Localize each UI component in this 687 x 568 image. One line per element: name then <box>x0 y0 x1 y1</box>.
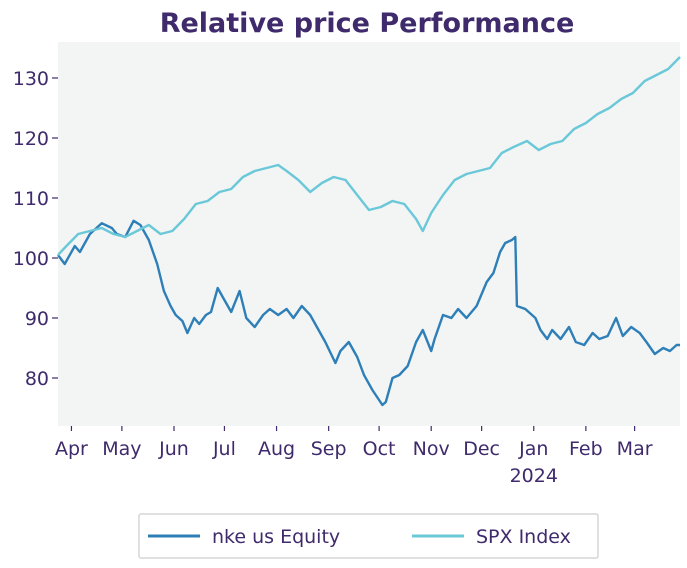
x-tick-label: Dec <box>463 438 500 460</box>
y-tick-label: 110 <box>13 188 49 210</box>
x-tick-label: Nov <box>413 438 450 460</box>
series-line-spx-index <box>57 56 681 256</box>
y-tick-label: 130 <box>13 68 49 90</box>
x-tick-label: Jan <box>518 438 548 460</box>
legend-box <box>138 513 599 559</box>
x-tick-label: Apr <box>55 438 88 460</box>
y-axis: 80 90 100 110 120 130 <box>13 68 58 390</box>
legend: nke us Equity SPX Index <box>138 513 599 559</box>
x-tick-label: Jun <box>158 438 189 460</box>
series-lines <box>57 56 681 407</box>
x-tick-label: Sep <box>311 438 347 460</box>
x-tick-label: Aug <box>258 438 295 460</box>
x-tick-label: May <box>102 438 141 460</box>
legend-label-spx: SPX Index <box>476 526 571 548</box>
x-tick-sublabel: 2024 <box>510 465 558 487</box>
chart-title: Relative price Performance <box>160 8 575 39</box>
x-axis: Apr May Jun Jul Aug Sep Oct Nov Dec Jan 2024 Feb Mar <box>55 426 653 487</box>
x-tick-label: Jul <box>212 438 236 460</box>
series-line-nke-us-equity <box>57 219 680 407</box>
legend-label-nke: nke us Equity <box>212 526 340 548</box>
x-tick-label: Oct <box>363 438 396 460</box>
plot-area <box>58 42 680 426</box>
x-tick-label: Feb <box>569 438 603 460</box>
x-tick-label: Mar <box>617 438 653 460</box>
y-tick-label: 100 <box>13 248 49 270</box>
y-tick-label: 120 <box>13 128 49 150</box>
y-tick-label: 90 <box>25 308 49 330</box>
y-tick-label: 80 <box>25 368 49 390</box>
